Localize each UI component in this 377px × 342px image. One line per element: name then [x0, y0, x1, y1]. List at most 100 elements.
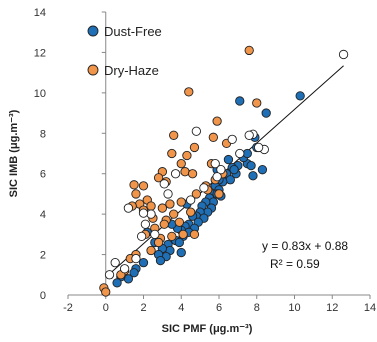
point-dry-haze — [167, 148, 177, 159]
point-other — [253, 142, 264, 153]
point-other — [159, 179, 169, 189]
point-other — [170, 169, 181, 179]
point-dry-haze — [146, 245, 156, 256]
point-other — [338, 49, 349, 60]
point-other — [136, 231, 147, 242]
x-tick-label: 2 — [140, 302, 146, 314]
point-dry-haze — [176, 158, 186, 169]
y-tick-label: 2 — [40, 250, 46, 262]
point-other — [210, 158, 220, 169]
point-dry-haze — [182, 150, 192, 161]
point-dust-free — [155, 255, 166, 266]
y-tick-label: 4 — [40, 209, 46, 221]
data-points — [99, 45, 349, 297]
point-dust-free — [138, 258, 149, 268]
point-dry-haze — [138, 181, 149, 191]
point-dust-free — [248, 171, 258, 181]
point-dust-free — [174, 237, 185, 248]
point-dry-haze — [174, 217, 185, 227]
point-dust-free — [223, 154, 234, 165]
point-other — [104, 270, 115, 280]
x-tick-label: 8 — [254, 302, 260, 314]
point-dry-haze — [159, 219, 169, 229]
y-tick-label: 12 — [34, 47, 46, 59]
point-dust-free — [112, 278, 122, 288]
point-other — [186, 195, 196, 205]
point-other — [244, 130, 254, 140]
point-other — [131, 253, 141, 264]
point-other — [191, 126, 202, 136]
point-dry-haze — [212, 116, 222, 126]
point-dry-haze — [153, 237, 164, 248]
point-other — [138, 208, 149, 218]
point-other — [119, 264, 130, 274]
point-dry-haze — [178, 229, 188, 240]
point-dust-free — [123, 274, 134, 284]
regression-equation: y = 0.83x + 0.88 — [262, 239, 348, 253]
y-tick-label: 14 — [34, 7, 46, 19]
point-dust-free — [229, 165, 239, 175]
point-dry-haze — [129, 180, 139, 190]
r-squared-label: R² = 0.59 — [270, 257, 320, 271]
x-tick-label: 4 — [178, 302, 184, 314]
point-dry-haze — [131, 189, 141, 199]
point-dry-haze — [191, 189, 202, 199]
point-dry-haze — [187, 169, 198, 179]
point-other — [216, 165, 226, 175]
legend: Dust-Free Dry-Haze — [87, 24, 162, 78]
point-dust-free — [225, 175, 235, 185]
legend-marker-dust-free — [87, 25, 99, 37]
point-dry-haze — [169, 209, 179, 219]
legend-marker-dry-haze — [87, 64, 99, 76]
point-dust-free — [257, 165, 268, 175]
axes: -2 0 2 4 6 8 10 12 14 0 2 4 6 8 10 12 14 — [34, 7, 376, 314]
point-dust-free — [295, 91, 305, 101]
point-other — [123, 203, 134, 213]
point-other — [163, 189, 173, 199]
point-dry-haze — [165, 199, 175, 209]
point-dry-haze — [184, 87, 194, 97]
point-other — [212, 172, 222, 182]
point-dry-haze — [244, 45, 254, 56]
point-dry-haze — [153, 173, 164, 183]
x-tick-label: -2 — [63, 302, 73, 314]
point-dry-haze — [146, 201, 156, 211]
point-other — [140, 219, 151, 229]
point-dust-free — [261, 108, 271, 118]
point-dry-haze — [180, 167, 190, 177]
x-tick-label: 6 — [216, 302, 222, 314]
y-axis-title: SIC IMB (μg.m⁻³) — [8, 109, 20, 197]
legend-label-dust-free: Dust-Free — [104, 24, 162, 39]
point-other — [150, 229, 160, 240]
point-dust-free — [235, 96, 245, 106]
point-dust-free — [246, 160, 256, 171]
x-tick-label: 10 — [288, 302, 300, 314]
point-other — [235, 148, 245, 159]
point-dry-haze — [176, 197, 186, 207]
y-tick-label: 6 — [40, 169, 46, 181]
point-dry-haze — [157, 203, 168, 213]
point-dry-haze — [214, 189, 224, 199]
point-dry-haze — [167, 231, 177, 242]
point-other — [199, 183, 209, 193]
point-dry-haze — [189, 229, 200, 240]
point-dry-haze — [186, 207, 196, 217]
point-other — [110, 258, 120, 268]
point-other — [146, 209, 156, 219]
point-dry-haze — [189, 142, 200, 153]
y-tick-label: 0 — [40, 290, 46, 302]
x-axis-title: SIC PMF (μg.m⁻³) — [162, 323, 253, 335]
point-dry-haze — [252, 98, 262, 108]
point-dust-free — [129, 268, 139, 278]
x-tick-label: 14 — [364, 302, 376, 314]
point-dust-free — [176, 247, 186, 258]
x-tick-label: 12 — [326, 302, 338, 314]
point-dry-haze — [101, 287, 111, 297]
x-tick-label: 0 — [103, 302, 109, 314]
y-tick-label: 8 — [40, 128, 46, 140]
y-tick-label: 10 — [34, 88, 46, 100]
point-other — [227, 134, 237, 145]
legend-label-dry-haze: Dry-Haze — [104, 63, 159, 78]
